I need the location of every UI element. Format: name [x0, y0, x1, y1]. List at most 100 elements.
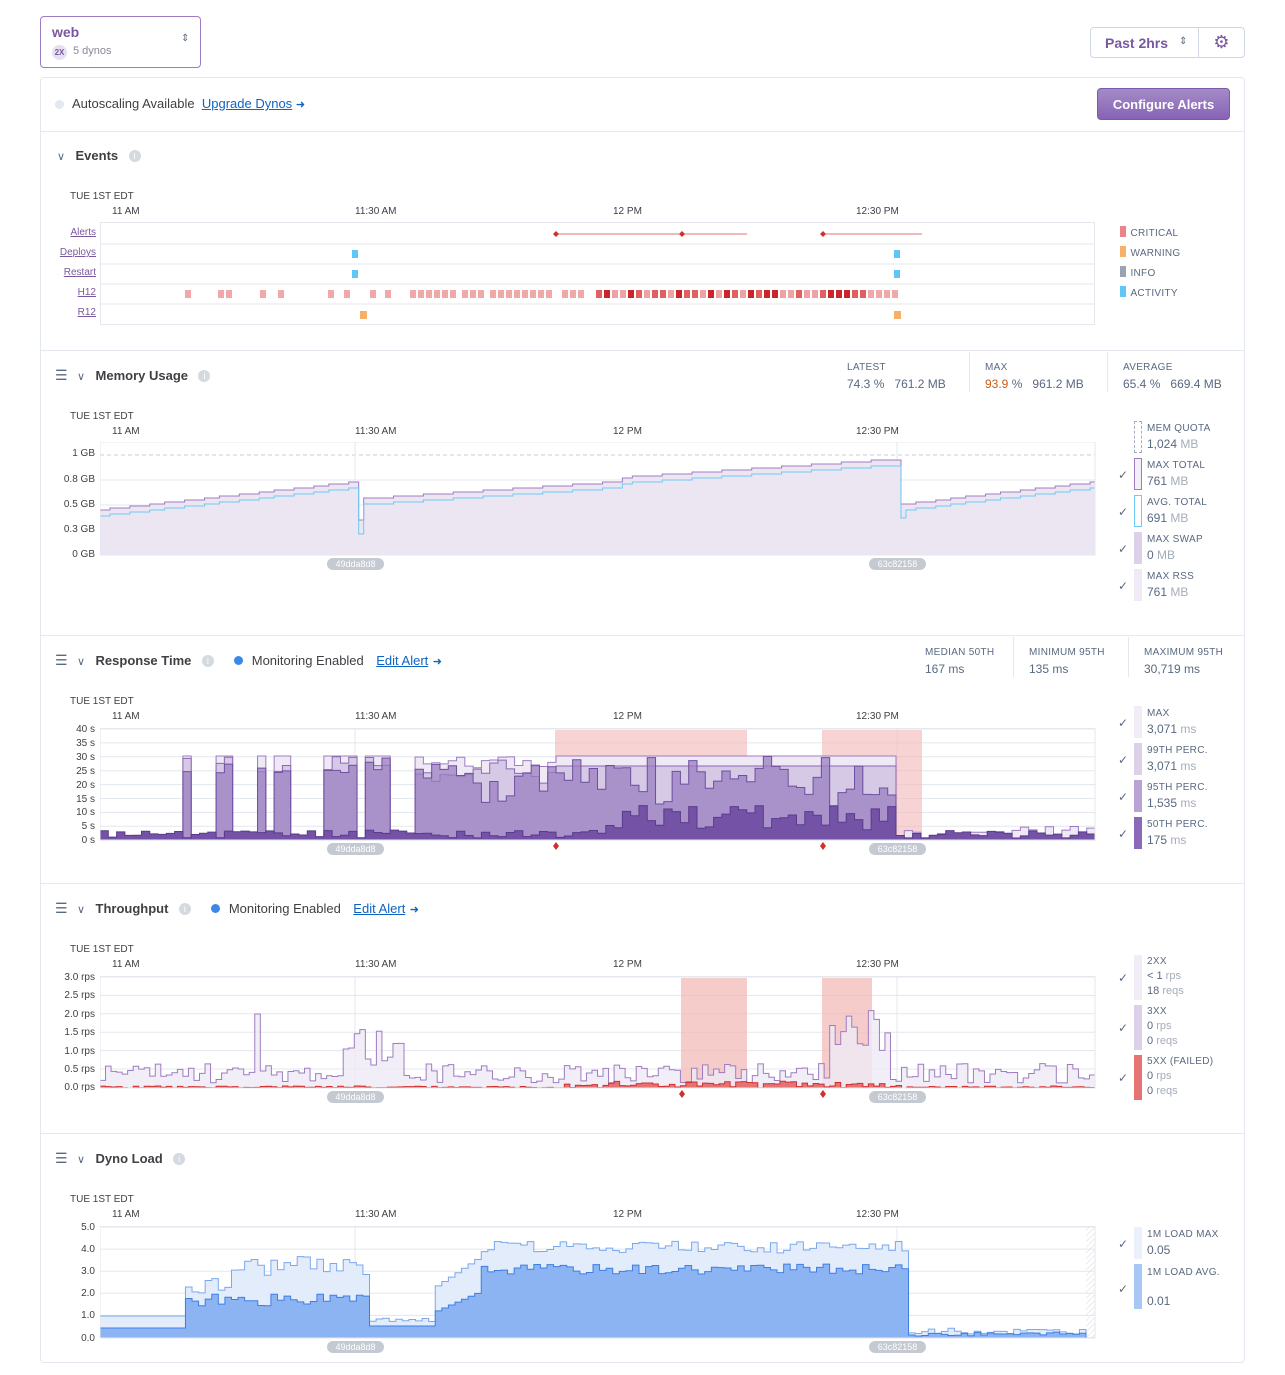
memory-stat-average: AVERAGE 65.4 % 669.4 MB	[1123, 362, 1222, 391]
y-tick: 3.0	[81, 1266, 95, 1278]
divider	[1128, 637, 1129, 677]
event-mark	[894, 270, 900, 278]
legend-5xx[interactable]: ✓ 5XX (FAILED) 0 rps 0 reqs	[1118, 1055, 1238, 1105]
event-row-r12[interactable]: R12	[77, 307, 96, 318]
chevron-up-down-icon: ⇕	[181, 33, 190, 44]
alert-marker[interactable]	[553, 842, 826, 850]
event-mark	[796, 290, 802, 298]
load-legend: ✓ 1M LOAD MAX 0.05 ✓ 1M LOAD AVG. 0.01	[1118, 1227, 1242, 1314]
deploy-marker[interactable]: 63c82158	[869, 558, 926, 570]
event-mark	[780, 290, 786, 298]
throughput-header: ☰ ∨ Throughput i Monitoring Enabled Edit…	[55, 900, 419, 918]
deploy-marker[interactable]: 63c82158	[869, 843, 926, 855]
chevron-down-icon[interactable]: ∨	[77, 656, 86, 668]
info-icon[interactable]: i	[178, 902, 191, 915]
divider	[969, 352, 970, 392]
deploy-marker[interactable]: 49dda8d8	[327, 1091, 384, 1103]
legend-max[interactable]: ✓ MAX 3,071 ms	[1118, 706, 1197, 738]
metrics-panel	[40, 77, 1245, 1363]
event-mark	[498, 290, 504, 298]
deploy-marker[interactable]: 63c82158	[869, 1091, 926, 1103]
deploy-marker[interactable]: 49dda8d8	[327, 843, 384, 855]
time-tick: 12 PM	[613, 1209, 642, 1220]
legend-load-avg[interactable]: ✓ 1M LOAD AVG. 0.01	[1118, 1264, 1242, 1314]
legend-critical: CRITICAL	[1120, 223, 1181, 243]
timezone-label: TUE 1ST EDT	[70, 191, 134, 202]
time-tick: 12:30 PM	[856, 1209, 899, 1220]
deploy-marker[interactable]: 63c82158	[869, 1341, 926, 1353]
info-icon[interactable]: i	[198, 369, 211, 382]
swatch	[1134, 495, 1142, 527]
check-icon: ✓	[1118, 505, 1129, 519]
time-range-selector[interactable]: Past 2hrs ⇕	[1090, 27, 1199, 58]
edit-alert-link[interactable]: Edit Alert	[376, 653, 429, 668]
y-tick: 3.0 rps	[64, 972, 95, 983]
timezone-label: TUE 1ST EDT	[70, 696, 134, 707]
event-mark	[514, 290, 520, 298]
drag-handle-icon[interactable]: ☰	[55, 1150, 68, 1166]
event-mark	[684, 290, 690, 298]
event-mark	[370, 290, 376, 298]
event-mark	[812, 290, 818, 298]
check-icon: ✓	[1118, 468, 1129, 482]
edit-alert-link[interactable]: Edit Alert	[353, 901, 406, 916]
y-tick: 2.0 rps	[64, 1008, 95, 1020]
divider	[40, 131, 1245, 132]
event-mark	[612, 290, 618, 298]
legend-activity: ACTIVITY	[1120, 283, 1181, 303]
monitoring-dot-icon	[211, 904, 221, 914]
event-mark	[418, 290, 424, 298]
info-icon[interactable]: i	[201, 654, 214, 667]
event-mark	[764, 290, 770, 298]
legend-max-swap[interactable]: ✓ MAX SWAP 0 MB	[1118, 532, 1203, 564]
legend-max-rss[interactable]: ✓ MAX RSS 761 MB	[1118, 569, 1195, 601]
drag-handle-icon[interactable]: ☰	[55, 367, 68, 383]
y-tick: 0.0	[81, 1332, 95, 1344]
event-row-restart[interactable]: Restart	[63, 267, 96, 278]
event-mark	[604, 290, 610, 298]
y-tick: 0.8 GB	[63, 474, 95, 485]
y-tick: 5.0	[81, 1222, 95, 1233]
info-icon[interactable]: i	[128, 149, 141, 162]
event-row-alerts[interactable]: Alerts	[70, 227, 96, 238]
load-title: Dyno Load	[95, 1151, 163, 1166]
autoscaling-text: Autoscaling Available	[72, 96, 195, 111]
event-mark	[894, 311, 901, 319]
event-row-deploys[interactable]: Deploys	[59, 247, 96, 258]
event-row-h12[interactable]: H12	[77, 287, 96, 298]
event-mark	[716, 290, 722, 298]
y-tick: 2.0	[81, 1288, 95, 1300]
alert-marker[interactable]	[679, 1090, 826, 1098]
event-mark	[360, 311, 367, 319]
drag-handle-icon[interactable]: ☰	[55, 652, 68, 668]
legend-max-total[interactable]: ✓ MAX TOTAL 761 MB	[1118, 458, 1206, 490]
y-tick: 0 GB	[72, 549, 95, 560]
chevron-down-icon[interactable]: ∨	[77, 904, 86, 916]
event-mark	[804, 290, 810, 298]
y-tick: 40 s	[76, 724, 95, 735]
settings-button[interactable]: ⚙	[1198, 27, 1245, 58]
configure-alerts-button[interactable]: Configure Alerts	[1097, 88, 1230, 120]
legend-mem-quota[interactable]: MEM QUOTA 1,024 MB	[1118, 421, 1238, 458]
legend-load-max[interactable]: ✓ 1M LOAD MAX 0.05	[1118, 1227, 1219, 1259]
chevron-down-icon[interactable]: ∨	[77, 371, 86, 383]
upgrade-dynos-link[interactable]: Upgrade Dynos	[201, 96, 293, 111]
legend-p99[interactable]: ✓ 99TH PERC. 3,071 ms	[1118, 743, 1208, 775]
info-swatch	[1120, 266, 1126, 278]
chevron-down-icon[interactable]: ∨	[77, 1154, 86, 1166]
event-mark	[740, 290, 746, 298]
time-tick: 11 AM	[112, 959, 140, 970]
time-tick: 12 PM	[613, 206, 642, 217]
event-mark	[748, 290, 754, 298]
drag-handle-icon[interactable]: ☰	[55, 900, 68, 916]
legend-p95[interactable]: ✓ 95TH PERC. 1,535 ms	[1118, 780, 1208, 812]
legend-3xx[interactable]: ✓ 3XX 0 rps 0 reqs	[1118, 1005, 1238, 1055]
info-icon[interactable]: i	[173, 1152, 186, 1165]
legend-avg-total[interactable]: ✓ AVG. TOTAL 691 MB	[1118, 495, 1208, 527]
chevron-down-icon[interactable]: ∨	[57, 151, 66, 163]
legend-2xx[interactable]: ✓ 2XX < 1 rps 18 reqs	[1118, 955, 1238, 1005]
deploy-marker[interactable]: 49dda8d8	[327, 558, 384, 570]
process-selector[interactable]: web 2X 5 dynos ⇕	[40, 16, 201, 68]
legend-p50[interactable]: ✓ 50TH PERC. 175 ms	[1118, 817, 1208, 849]
deploy-marker[interactable]: 49dda8d8	[327, 1341, 384, 1353]
